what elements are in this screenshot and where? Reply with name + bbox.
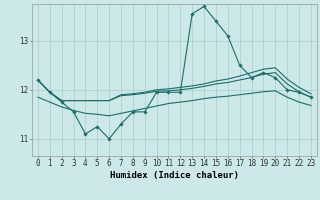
X-axis label: Humidex (Indice chaleur): Humidex (Indice chaleur) bbox=[110, 171, 239, 180]
